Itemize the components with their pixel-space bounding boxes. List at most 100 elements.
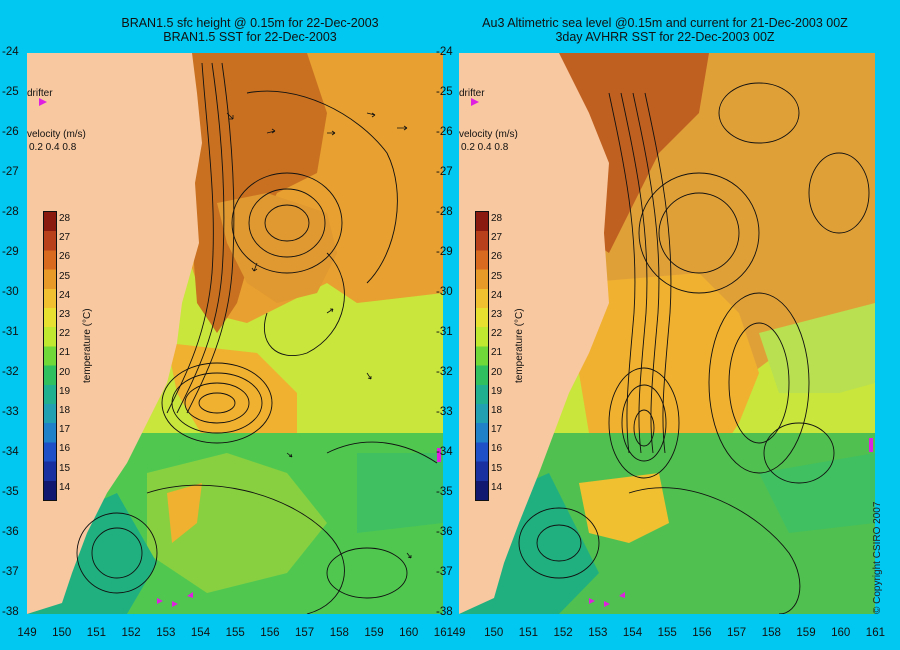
latitude-label: -26 xyxy=(436,126,453,138)
longitude-label: 152 xyxy=(553,627,573,639)
right-velocity-label: velocity (m/s) xyxy=(459,129,518,140)
left-colorbar xyxy=(43,211,57,501)
latitude-label: -33 xyxy=(2,406,19,418)
longitude-label: 158 xyxy=(329,627,349,639)
colorbar-tick-label: 25 xyxy=(491,270,503,282)
right-map-panel: drifter velocity (m/s) 0.2 0.4 0.8 tempe… xyxy=(459,53,875,614)
colorbar-tick-label: 25 xyxy=(59,270,71,282)
latitude-label: -38 xyxy=(2,606,19,618)
latitude-label: -33 xyxy=(436,406,453,418)
latitude-label: -24 xyxy=(2,46,19,58)
latitude-label: -34 xyxy=(2,446,19,458)
latitude-label: -37 xyxy=(2,566,19,578)
right-title-line1: Au3 Altimetric sea level @0.15m and curr… xyxy=(482,16,848,30)
longitude-label: 49 xyxy=(452,627,466,639)
colorbar-tick-label: 24 xyxy=(59,289,71,301)
colorbar-tick-label: 28 xyxy=(491,213,503,224)
right-colorbar-title: temperature (°C) xyxy=(514,308,525,383)
colorbar-tick-label: 14 xyxy=(491,481,503,493)
latitude-label: -37 xyxy=(436,566,453,578)
latitude-label: -35 xyxy=(436,486,453,498)
longitude-label: 161 xyxy=(433,627,453,639)
latitude-label: -36 xyxy=(2,526,19,538)
colorbar-tick-label: 19 xyxy=(491,385,503,397)
longitude-label: 151 xyxy=(518,627,538,639)
colorbar-tick-label: 23 xyxy=(59,309,71,320)
latitude-label: -36 xyxy=(436,526,453,538)
left-title-line2: BRAN1.5 SST for 22-Dec-2003 xyxy=(163,30,337,44)
longitude-label: 153 xyxy=(156,627,176,639)
longitude-label: 150 xyxy=(484,627,504,639)
longitude-label: 150 xyxy=(52,627,72,639)
longitude-label: 159 xyxy=(796,627,816,639)
latitude-label: -32 xyxy=(2,366,19,378)
longitude-label: 159 xyxy=(364,627,384,639)
longitude-label: 156 xyxy=(260,627,280,639)
longitude-label: 157 xyxy=(295,627,315,639)
longitude-label: 160 xyxy=(399,627,419,639)
latitude-label: -35 xyxy=(2,486,19,498)
longitude-label: 149 xyxy=(17,627,37,639)
left-map-panel: drifter velocity (m/s) 0.2 0.4 0.8 tempe… xyxy=(27,53,443,614)
longitude-label: 155 xyxy=(225,627,245,639)
colorbar-tick-label: 23 xyxy=(491,309,503,320)
colorbar-tick-label: 26 xyxy=(59,251,71,263)
latitude-label: -24 xyxy=(436,46,453,58)
latitude-label: -32 xyxy=(436,366,453,378)
longitude-label: 154 xyxy=(190,627,211,639)
latitude-label: -29 xyxy=(436,246,453,258)
left-title-line1: BRAN1.5 sfc height @ 0.15m for 22-Dec-20… xyxy=(121,16,379,30)
colorbar-tick-label: 20 xyxy=(491,366,503,378)
colorbar-tick-label: 18 xyxy=(59,405,71,416)
colorbar-tick-label: 22 xyxy=(491,328,503,340)
latitude-label: -26 xyxy=(2,126,19,138)
colorbar-tick-label: 27 xyxy=(59,232,71,244)
latitude-label: -31 xyxy=(2,326,19,338)
latitude-label: -31 xyxy=(436,326,453,338)
colorbar-tick-label: 14 xyxy=(59,481,71,493)
copyright-notice: © Copyright CSIRO 2007 xyxy=(872,501,883,614)
left-title: BRAN1.5 sfc height @ 0.15m for 22-Dec-20… xyxy=(60,16,440,44)
left-velocity-scale: 0.2 0.4 0.8 xyxy=(29,142,77,153)
longitude-label: 154 xyxy=(622,627,643,639)
colorbar-tick-label: 28 xyxy=(59,213,71,224)
latitude-label: -34 xyxy=(436,446,453,458)
left-velocity-label: velocity (m/s) xyxy=(27,129,86,140)
longitude-label: 158 xyxy=(761,627,781,639)
colorbar-tick-label: 16 xyxy=(59,443,71,455)
colorbar-tick-label: 15 xyxy=(59,462,71,474)
longitude-label: 151 xyxy=(86,627,106,639)
latitude-label: -27 xyxy=(2,166,19,178)
colorbar-tick-label: 18 xyxy=(491,405,503,416)
latitude-label: -30 xyxy=(436,286,453,298)
colorbar-tick-label: 15 xyxy=(491,462,503,474)
longitude-label: 157 xyxy=(727,627,747,639)
longitude-label: 155 xyxy=(657,627,677,639)
right-title: Au3 Altimetric sea level @0.15m and curr… xyxy=(440,16,890,44)
longitude-label: 156 xyxy=(692,627,712,639)
latitude-label: -28 xyxy=(436,206,453,218)
colorbar-tick-label: 24 xyxy=(491,289,503,301)
colorbar-tick-label: 20 xyxy=(59,366,71,378)
longitude-label: 152 xyxy=(121,627,141,639)
longitude-label: 161 xyxy=(865,627,885,639)
latitude-label: -25 xyxy=(2,86,19,98)
longitude-label: 153 xyxy=(588,627,608,639)
latitude-label: -29 xyxy=(2,246,19,258)
left-colorbar-title: temperature (°C) xyxy=(82,308,93,383)
right-drifter-label: drifter xyxy=(459,88,485,99)
colorbar-tick-label: 17 xyxy=(491,424,503,436)
right-title-line2: 3day AVHRR SST for 22-Dec-2003 00Z xyxy=(555,30,775,44)
colorbar-tick-label: 16 xyxy=(491,443,503,455)
latitude-label: -38 xyxy=(436,606,453,618)
right-colorbar xyxy=(475,211,489,501)
colorbar-tick-label: 17 xyxy=(59,424,71,436)
longitude-label: 160 xyxy=(831,627,851,639)
colorbar-tick-label: 21 xyxy=(59,347,71,359)
latitude-label: -28 xyxy=(2,206,19,218)
colorbar-tick-label: 26 xyxy=(491,251,503,263)
latitude-label: -30 xyxy=(2,286,19,298)
colorbar-tick-label: 22 xyxy=(59,328,71,340)
colorbar-tick-label: 19 xyxy=(59,385,71,397)
right-map-graphic xyxy=(459,53,875,614)
